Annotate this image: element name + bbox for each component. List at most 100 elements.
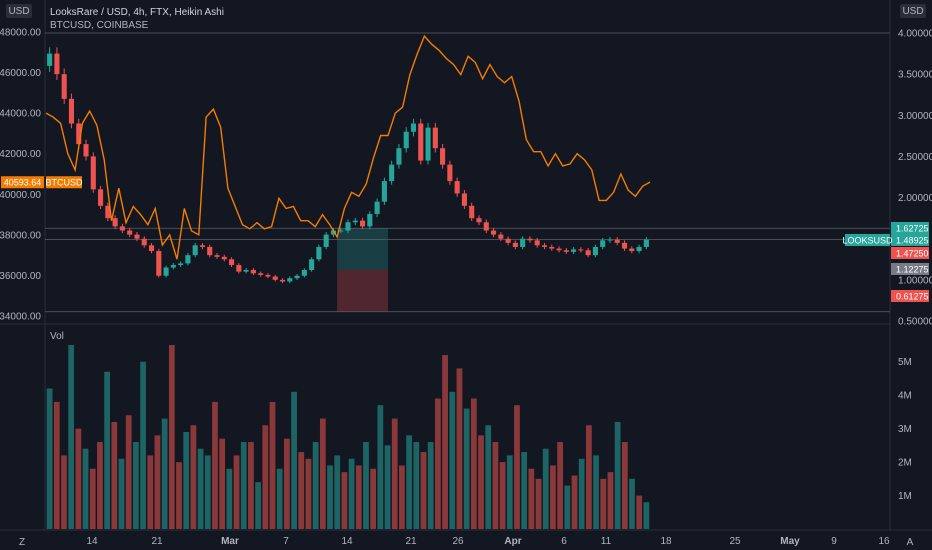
candle-body (352, 220, 358, 223)
candle-body (527, 238, 533, 241)
candle-body (207, 246, 213, 256)
candle-body (54, 53, 60, 75)
time-tick-label: 21 (405, 536, 417, 547)
volume-bar (68, 345, 75, 529)
volume-bar (97, 442, 103, 529)
candle-body (163, 267, 169, 276)
time-tick-label: 7 (283, 536, 289, 547)
volume-bar (506, 455, 513, 529)
volume-bar (255, 482, 261, 529)
volume-bar (391, 418, 398, 529)
currency-right-badge[interactable] (900, 4, 926, 18)
volume-bar (470, 398, 477, 529)
candle-body (600, 240, 606, 247)
left-tick-label: 36000.00 (0, 271, 41, 282)
right-tick-label: 4.00000 (898, 29, 932, 40)
candle-body (556, 248, 562, 251)
right-price-tag-text: 1.47250 (896, 249, 929, 259)
right-price-tag-text: 1.62725 (896, 224, 929, 234)
candle-body (512, 242, 518, 247)
volume-bar (226, 468, 233, 529)
right-price-axis: 4.00000 3.50000 3.00000 2.50000 2.00000 1.000… (898, 29, 932, 328)
left-tick-label: 34000.00 (0, 312, 41, 323)
volume-bar (571, 475, 578, 529)
volume-bar (377, 405, 384, 529)
candle-body (338, 230, 344, 232)
volume-tick-label: 5M (898, 357, 912, 368)
candle-body (127, 230, 133, 235)
currency-left-label: USD (8, 6, 29, 17)
time-tick-label: 25 (729, 536, 741, 547)
volume-bar (449, 391, 456, 529)
right-price-tag (891, 263, 929, 275)
left-tick-label: 38000.00 (0, 230, 41, 241)
position-profit-zone (337, 228, 389, 270)
candle-body (425, 127, 431, 161)
right-tick-label: 3.00000 (898, 111, 932, 122)
candle-body (621, 242, 628, 249)
volume-bar (82, 448, 89, 529)
timezone-toggle[interactable]: Z (19, 537, 25, 548)
volume-bar (614, 421, 621, 529)
right-price-tag (891, 290, 929, 302)
candle-body (360, 220, 366, 227)
volume-bar (363, 442, 369, 529)
looks-name-tag (845, 234, 890, 246)
volume-bar (355, 465, 362, 529)
volume-bar (147, 455, 154, 529)
candle-body (410, 123, 417, 132)
volume-bar (535, 478, 542, 529)
currency-left-badge[interactable] (6, 4, 32, 18)
candle-body (381, 181, 387, 202)
candle-body (287, 278, 293, 282)
left-tick-label: 46000.00 (0, 68, 41, 79)
candle-body (490, 230, 497, 235)
volume-bar (427, 442, 434, 529)
long-position-tool[interactable] (337, 228, 389, 312)
volume-bar (284, 438, 290, 529)
volume-tick-label: 2M (898, 458, 912, 469)
volume-bar (204, 455, 211, 529)
candle-body (345, 222, 351, 231)
candle-body (134, 234, 140, 239)
volume-bar (248, 442, 254, 529)
volume-bar (89, 468, 96, 529)
candle-body (90, 156, 96, 190)
volume-bar (118, 458, 125, 529)
btc-price-tag (1, 176, 44, 189)
volume-bar (53, 401, 60, 529)
candle-body (192, 245, 198, 256)
candle-body (279, 279, 286, 282)
left-tick-label: 42000.00 (0, 149, 41, 160)
volume-bar (621, 442, 628, 529)
candle-body (520, 238, 526, 247)
time-tick-label: 14 (86, 536, 98, 547)
volume-bar (578, 458, 585, 529)
volume-bar (334, 455, 341, 529)
volume-bar (564, 485, 571, 529)
horizontal-lines (45, 32, 890, 313)
volume-bar (104, 371, 110, 529)
volume-bar (542, 448, 549, 529)
btc-name-tag (46, 176, 82, 189)
volume-bar (341, 472, 348, 529)
volume-bar (176, 462, 182, 529)
candle-body (141, 238, 147, 246)
time-tick-label: Mar (221, 536, 239, 547)
time-tick-label: 14 (341, 536, 353, 547)
right-tick-label: 3.50000 (898, 70, 932, 81)
auto-scale-toggle[interactable]: A (907, 537, 914, 548)
price-tags: 40593.64 BTCUSD 1.62725 1.48925 1.47250 1.122… (1, 176, 929, 302)
candle-body (578, 249, 584, 251)
volume-bar (61, 455, 67, 529)
candle-body (461, 193, 467, 206)
right-price-tag-text: 1.12275 (896, 265, 929, 275)
volume-bar (399, 465, 405, 529)
left-tick-label: 40000.00 (0, 190, 41, 201)
candle-body (112, 218, 118, 227)
right-price-tag-text: 0.61275 (896, 292, 929, 302)
candle-body (607, 239, 613, 241)
looks-name-tag-text: LOOKSUSD (842, 236, 893, 246)
volume-bar (46, 388, 53, 529)
